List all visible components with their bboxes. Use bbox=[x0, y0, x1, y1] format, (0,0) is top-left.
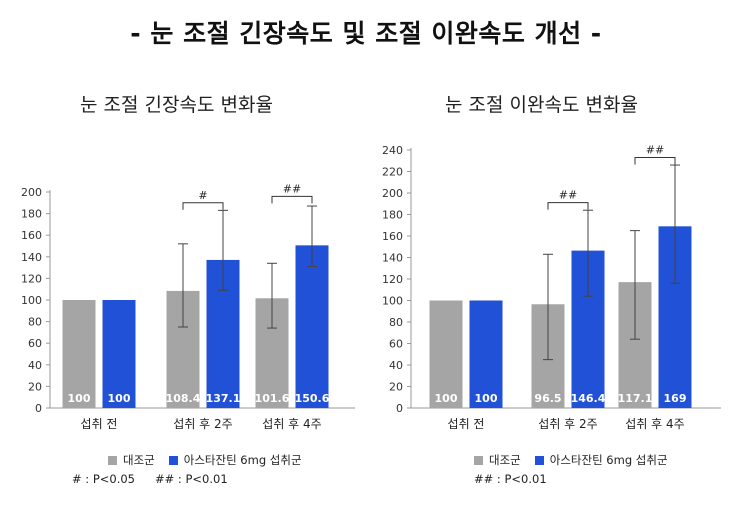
legend-control-label-2: 대조군 bbox=[489, 453, 521, 467]
legend-control-swatch bbox=[108, 455, 117, 465]
significance-marker: ## bbox=[646, 144, 664, 157]
bar-value-label: 96.5 bbox=[534, 392, 561, 405]
y-tick-label: 0 bbox=[35, 402, 42, 415]
y-tick-label: 240 bbox=[382, 144, 403, 157]
legend-treatment-label: 아스타잔틴 6mg 섭취군 bbox=[183, 453, 302, 467]
y-tick-label: 20 bbox=[28, 380, 42, 393]
bar-value-label: 137.1 bbox=[206, 392, 241, 405]
y-tick-label: 120 bbox=[382, 273, 403, 286]
chart-1-legend: 대조군 아스타잔틴 6mg 섭취군 bbox=[108, 452, 302, 468]
y-tick-label: 20 bbox=[389, 381, 403, 394]
y-tick-label: 60 bbox=[389, 338, 403, 351]
y-tick-label: 0 bbox=[396, 402, 403, 415]
y-tick-label: 200 bbox=[382, 187, 403, 200]
y-tick-label: 180 bbox=[382, 209, 403, 222]
legend-control-label: 대조군 bbox=[123, 453, 155, 467]
y-tick-label: 40 bbox=[389, 359, 403, 372]
chart-1-svg: 0 20 40 60 80 100 120 140 160 180 200 100 100 섭취 전 108… bbox=[21, 182, 355, 431]
significance-bracket bbox=[547, 202, 589, 210]
bar-value-label: 150.6 bbox=[295, 392, 330, 405]
y-tick-label: 100 bbox=[21, 294, 42, 307]
x-category-label: 섭취 전 bbox=[81, 417, 118, 431]
legend-treatment-swatch-2 bbox=[534, 455, 544, 465]
x-category-label: 섭취 후 2주 bbox=[173, 417, 232, 431]
bar-treatment bbox=[102, 300, 136, 408]
x-category-label: 섭취 후 2주 bbox=[538, 417, 597, 431]
bar-value-label: 100 bbox=[108, 392, 131, 405]
bar-value-label: 101.6 bbox=[255, 392, 290, 405]
y-tick-label: 160 bbox=[382, 230, 403, 243]
chart-2-svg: 0 20 40 60 80 100 120 140 160 180 200 220 240 100 100 섭… bbox=[382, 144, 721, 431]
footnote-p001-2: ## : P<0.01 bbox=[474, 472, 547, 486]
bar-value-label: 108.4 bbox=[166, 392, 201, 405]
main-title: - 눈 조절 긴장속도 및 조절 이완속도 개선 - bbox=[130, 19, 602, 48]
footnote-p005: # : P<0.05 bbox=[72, 472, 135, 486]
y-tick-label: 140 bbox=[21, 251, 42, 264]
significance-marker: ## bbox=[283, 182, 301, 195]
bar-control bbox=[62, 300, 96, 408]
chart-2-legend: 대조군 아스타잔틴 6mg 섭취군 bbox=[474, 452, 668, 468]
footnote-p001: ## : P<0.01 bbox=[155, 472, 228, 486]
y-tick-label: 200 bbox=[21, 186, 42, 199]
bar-value-label: 146.4 bbox=[571, 392, 606, 405]
significance-bracket bbox=[634, 157, 676, 165]
y-tick-label: 160 bbox=[21, 229, 42, 242]
bar-value-label: 117.1 bbox=[618, 392, 653, 405]
bar-treatment bbox=[295, 245, 329, 408]
y-tick-label: 140 bbox=[382, 252, 403, 265]
bar-treatment bbox=[469, 300, 503, 408]
x-category-label: 섭취 전 bbox=[448, 417, 485, 431]
legend-control-swatch-2 bbox=[474, 455, 483, 465]
x-category-label: 섭취 후 4주 bbox=[262, 417, 321, 431]
bar-value-label: 100 bbox=[435, 392, 458, 405]
bar-value-label: 169 bbox=[664, 392, 687, 405]
y-tick-label: 60 bbox=[28, 337, 42, 350]
y-tick-label: 220 bbox=[382, 166, 403, 179]
y-tick-label: 120 bbox=[21, 272, 42, 285]
legend-treatment-swatch bbox=[168, 455, 178, 465]
significance-marker: ## bbox=[559, 189, 577, 202]
bar-control bbox=[429, 300, 463, 408]
chart-2-title: 눈 조절 이완속도 변화율 bbox=[445, 94, 638, 116]
bar-value-label: 100 bbox=[68, 392, 91, 405]
y-tick-label: 180 bbox=[21, 208, 42, 221]
y-tick-label: 40 bbox=[28, 359, 42, 372]
y-tick-label: 80 bbox=[389, 316, 403, 329]
y-tick-label: 80 bbox=[28, 316, 42, 329]
significance-bracket bbox=[182, 202, 224, 210]
bar-value-label: 100 bbox=[475, 392, 498, 405]
legend-treatment-label-2: 아스타잔틴 6mg 섭취군 bbox=[549, 453, 668, 467]
chart-1-title: 눈 조절 긴장속도 변화율 bbox=[80, 94, 273, 116]
significance-marker: # bbox=[198, 189, 207, 202]
y-tick-label: 100 bbox=[382, 295, 403, 308]
significance-bracket bbox=[271, 195, 313, 204]
x-category-label: 섭취 후 4주 bbox=[625, 417, 684, 431]
